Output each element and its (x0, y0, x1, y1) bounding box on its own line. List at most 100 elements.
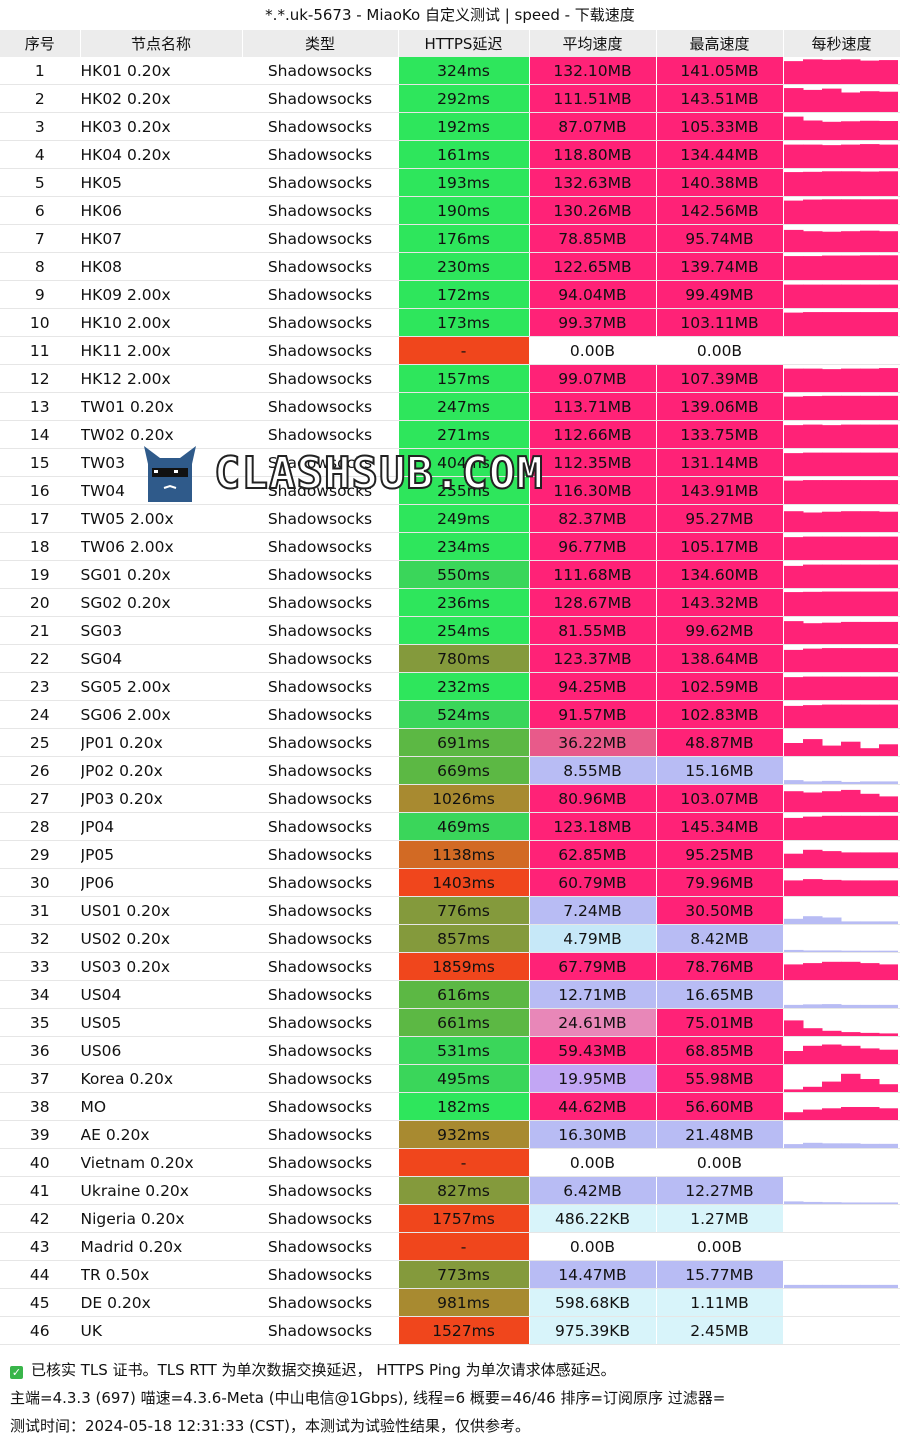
node-name: JP04 (80, 812, 243, 841)
table-row[interactable]: 1 HK01 0.20x Shadowsocks 324ms 132.10MB 141.0… (0, 57, 900, 85)
per-second-speed-bars (783, 392, 900, 421)
row-index: 36 (0, 1036, 81, 1065)
table-row[interactable]: 16 TW04 Shadowsocks 255ms 116.30MB 143.91MB (0, 476, 900, 505)
avg-speed: 0.00B (529, 336, 657, 365)
column-header-max-speed[interactable]: 最高速度 (656, 30, 784, 57)
table-row[interactable]: 33 US03 0.20x Shadowsocks 1859ms 67.79MB 78.7… (0, 952, 900, 981)
column-header-avg-speed[interactable]: 平均速度 (529, 30, 657, 57)
speed-bar (859, 591, 879, 616)
table-row[interactable]: 40 Vietnam 0.20x Shadowsocks -0.00B 0.00B (0, 1148, 900, 1177)
per-second-speed-bars (783, 784, 900, 813)
table-row[interactable]: 34 US04 Shadowsocks 616ms 12.71MB 16.65MB (0, 980, 900, 1009)
table-row[interactable]: 5 HK05 Shadowsocks 193ms 132.63MB 140.38MB (0, 168, 900, 197)
table-row[interactable]: 23 SG05 2.00x Shadowsocks 232ms 94.25MB 102.5… (0, 672, 900, 701)
row-index: 25 (0, 728, 81, 757)
speed-bar (859, 1032, 879, 1036)
table-row[interactable]: 30 JP06 Shadowsocks 1403ms 60.79MB 79.96MB (0, 868, 900, 897)
speed-bar (859, 748, 879, 756)
table-row[interactable]: 21 SG03 Shadowsocks 254ms 81.55MB 99.62MB (0, 616, 900, 645)
table-row[interactable]: 42 Nigeria 0.20x Shadowsocks 1757ms 486.22KB… (0, 1204, 900, 1233)
column-header-per-second-speed[interactable]: 每秒速度 (783, 30, 900, 57)
node-name: US06 (80, 1036, 243, 1065)
table-row[interactable]: 22 SG04 Shadowsocks 780ms 123.37MB 138.64MB (0, 644, 900, 673)
column-header-node-name[interactable]: 节点名称 (80, 30, 243, 57)
table-row[interactable]: 8 HK08 Shadowsocks 230ms 122.65MB 139.74MB (0, 252, 900, 281)
table-row[interactable]: 3 HK03 0.20x Shadowsocks 192ms 87.07MB 105.33… (0, 112, 900, 141)
speed-bar (802, 1201, 822, 1204)
speed-bar (878, 564, 898, 588)
table-row[interactable]: 10 HK10 2.00x Shadowsocks 173ms 99.37MB 103.1… (0, 308, 900, 337)
avg-speed: 19.95MB (529, 1064, 657, 1093)
table-row[interactable]: 18 TW06 2.00x Shadowsocks 234ms 96.77MB 105.1… (0, 532, 900, 561)
avg-speed: 123.37MB (529, 644, 657, 673)
row-index: 23 (0, 672, 81, 701)
table-row[interactable]: 38 MO Shadowsocks 182ms 44.62MB 56.60MB (0, 1092, 900, 1121)
table-row[interactable]: 37 Korea 0.20x Shadowsocks 495ms 19.95MB 55.9… (0, 1064, 900, 1093)
speed-bar (802, 144, 822, 168)
table-row[interactable]: 25 JP01 0.20x Shadowsocks 691ms 36.22MB 48.87… (0, 728, 900, 757)
table-row[interactable]: 43 Madrid 0.20x Shadowsocks -0.00B 0.00B (0, 1232, 900, 1261)
https-latency: 776ms (398, 896, 530, 925)
per-second-speed-bars (783, 336, 900, 365)
table-row[interactable]: 7 HK07 Shadowsocks 176ms 78.85MB 95.74MB (0, 224, 900, 253)
table-row[interactable]: 13 TW01 0.20x Shadowsocks 247ms 113.71MB 139.… (0, 392, 900, 421)
table-row[interactable]: 15 TW03 Shadowsocks 404ms 112.35MB 131.14MB (0, 448, 900, 477)
table-row[interactable]: 24 SG06 2.00x Shadowsocks 524ms 91.57MB 102.8… (0, 700, 900, 729)
max-speed: 79.96MB (656, 868, 784, 897)
node-type: Shadowsocks (242, 336, 399, 365)
speed-bar (878, 480, 898, 504)
speed-bar (821, 591, 841, 616)
speed-sparkline (783, 1201, 898, 1204)
node-type: Shadowsocks (242, 1316, 399, 1345)
table-row[interactable]: 32 US02 0.20x Shadowsocks 857ms 4.79MB 8.42MB (0, 924, 900, 953)
footer-line-1: 已核实 TLS 证书。TLS RTT 为单次数据交换延迟， HTTPS Ping… (31, 1361, 616, 1379)
speed-bar (878, 815, 898, 840)
row-index: 16 (0, 476, 81, 505)
table-row[interactable]: 11 HK11 2.00x Shadowsocks -0.00B 0.00B (0, 336, 900, 365)
node-name: Ukraine 0.20x (80, 1176, 243, 1205)
per-second-speed-bars (783, 364, 900, 393)
node-type: Shadowsocks (242, 1148, 399, 1177)
row-index: 30 (0, 868, 81, 897)
speed-bar (802, 424, 822, 448)
table-row[interactable]: 28 JP04 Shadowsocks 469ms 123.18MB 145.34MB (0, 812, 900, 841)
column-header-type[interactable]: 类型 (242, 30, 399, 57)
table-row[interactable]: 46 UK Shadowsocks 1527ms 975.39KB 2.45MB (0, 1316, 900, 1345)
table-row[interactable]: 41 Ukraine 0.20x Shadowsocks 827ms 6.42MB 12.… (0, 1176, 900, 1205)
https-latency: 1757ms (398, 1204, 530, 1233)
max-speed: 142.56MB (656, 196, 784, 225)
avg-speed: 118.80MB (529, 140, 657, 169)
table-row[interactable]: 35 US05 Shadowsocks 661ms 24.61MB 75.01MB (0, 1008, 900, 1037)
table-row[interactable]: 45 DE 0.20x Shadowsocks 981ms 598.68KB 1.11MB (0, 1288, 900, 1317)
table-row[interactable]: 26 JP02 0.20x Shadowsocks 669ms 8.55MB 15.16M… (0, 756, 900, 785)
table-row[interactable]: 2 HK02 0.20x Shadowsocks 292ms 111.51MB 143.5… (0, 84, 900, 113)
speed-sparkline (783, 849, 898, 868)
avg-speed: 62.85MB (529, 840, 657, 869)
table-row[interactable]: 19 SG01 0.20x Shadowsocks 550ms 111.68MB 134.… (0, 560, 900, 589)
table-row[interactable]: 29 JP05 Shadowsocks 1138ms 62.85MB 95.25MB (0, 840, 900, 869)
table-row[interactable]: 14 TW02 0.20x Shadowsocks 271ms 112.66MB 133.… (0, 420, 900, 449)
table-row[interactable]: 6 HK06 Shadowsocks 190ms 130.26MB 142.56MB (0, 196, 900, 225)
table-row[interactable]: 12 HK12 2.00x Shadowsocks 157ms 99.07MB 107.3… (0, 364, 900, 393)
table-row[interactable]: 27 JP03 0.20x Shadowsocks 1026ms 80.96MB 103.… (0, 784, 900, 813)
node-type: Shadowsocks (242, 364, 399, 393)
https-latency: 691ms (398, 728, 530, 757)
speed-bar (821, 199, 841, 224)
speed-bar (802, 1142, 822, 1148)
table-row[interactable]: 4 HK04 0.20x Shadowsocks 161ms 118.80MB 134.4… (0, 140, 900, 169)
column-header-https-latency[interactable]: HTTPS延迟 (398, 30, 530, 57)
per-second-speed-bars (783, 448, 900, 477)
https-latency: 230ms (398, 252, 530, 281)
node-name: SG01 0.20x (80, 560, 243, 589)
table-row[interactable]: 31 US01 0.20x Shadowsocks 776ms 7.24MB 30.50M… (0, 896, 900, 925)
column-header-index[interactable]: 序号 (0, 30, 81, 57)
speed-bar (840, 1284, 860, 1288)
node-type: Shadowsocks (242, 504, 399, 533)
speed-bar (821, 231, 841, 252)
table-row[interactable]: 39 AE 0.20x Shadowsocks 932ms 16.30MB 21.48MB (0, 1120, 900, 1149)
table-row[interactable]: 20 SG02 0.20x Shadowsocks 236ms 128.67MB 143.… (0, 588, 900, 617)
table-row[interactable]: 17 TW05 2.00x Shadowsocks 249ms 82.37MB 95.27… (0, 504, 900, 533)
table-row[interactable]: 9 HK09 2.00x Shadowsocks 172ms 94.04MB 99.49M… (0, 280, 900, 309)
table-row[interactable]: 36 US06 Shadowsocks 531ms 59.43MB 68.85MB (0, 1036, 900, 1065)
table-row[interactable]: 44 TR 0.50x Shadowsocks 773ms 14.47MB 15.77MB (0, 1260, 900, 1289)
